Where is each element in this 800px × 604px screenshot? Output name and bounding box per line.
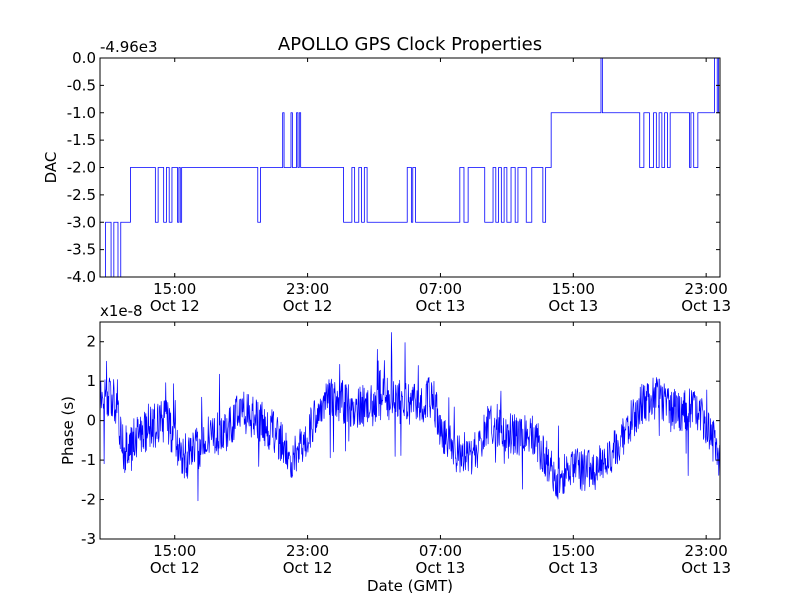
y-tick-label: -3.5 (67, 241, 96, 259)
x-tick-label: 07:00 (419, 280, 462, 298)
y-axis-label: Phase (s) (59, 396, 77, 465)
x-tick-label: 23:00 (286, 280, 329, 298)
y-tick-label: 0 (86, 412, 96, 430)
x-tick-label: 23:00 (685, 280, 728, 298)
y-tick-label: -1 (81, 451, 96, 469)
figure-title: APOLLO GPS Clock Properties (278, 34, 542, 55)
phase-series-line (100, 332, 720, 502)
dac-series-line (100, 58, 720, 277)
x-tick-label: Oct 12 (150, 559, 200, 577)
x-tick-label: Oct 12 (283, 559, 333, 577)
y-axis-label: DAC (42, 152, 60, 184)
x-tick-label: 15:00 (153, 542, 196, 560)
plot-frame (99, 321, 721, 540)
y-tick-label: -4.0 (67, 268, 96, 286)
y-tick-label: -3 (81, 530, 96, 548)
y-tick-label: -1.5 (67, 131, 96, 149)
x-tick-label: Oct 13 (681, 559, 731, 577)
y-tick-label: 2 (86, 333, 96, 351)
x-tick-label: 23:00 (286, 542, 329, 560)
axis-offset-label: -4.96e3 (100, 38, 158, 56)
y-tick-label: -1.0 (67, 104, 96, 122)
x-tick-label: 15:00 (552, 542, 595, 560)
y-tick-label: -0.5 (67, 76, 96, 94)
x-tick-label: 15:00 (552, 280, 595, 298)
y-tick-label: -2.0 (67, 159, 96, 177)
x-tick-label: Oct 12 (150, 297, 200, 315)
dac-plot: 0.0 -0.5 -1.0 -1.5 -2.0 -2.5 -3.0 -3.5 -4.0 15:00… (42, 38, 731, 315)
y-tick-label: -2 (81, 491, 96, 509)
x-tick-label: Oct 13 (416, 297, 466, 315)
x-tick-label: Oct 13 (548, 297, 598, 315)
x-tick-label: Oct 13 (681, 297, 731, 315)
x-tick-label: 15:00 (153, 280, 196, 298)
x-tick-label: 07:00 (419, 542, 462, 560)
x-tick-label: Oct 12 (283, 297, 333, 315)
y-tick-label: 0.0 (72, 49, 96, 67)
axis-offset-label: x1e-8 (100, 302, 143, 320)
x-tick-label: Oct 13 (548, 559, 598, 577)
y-tick-label: -3.0 (67, 213, 96, 231)
y-tick-label: 1 (86, 372, 96, 390)
x-tick-label: Oct 13 (416, 559, 466, 577)
y-tick-label: -2.5 (67, 186, 96, 204)
x-tick-label: 23:00 (685, 542, 728, 560)
x-axis-label: Date (GMT) (367, 577, 453, 595)
